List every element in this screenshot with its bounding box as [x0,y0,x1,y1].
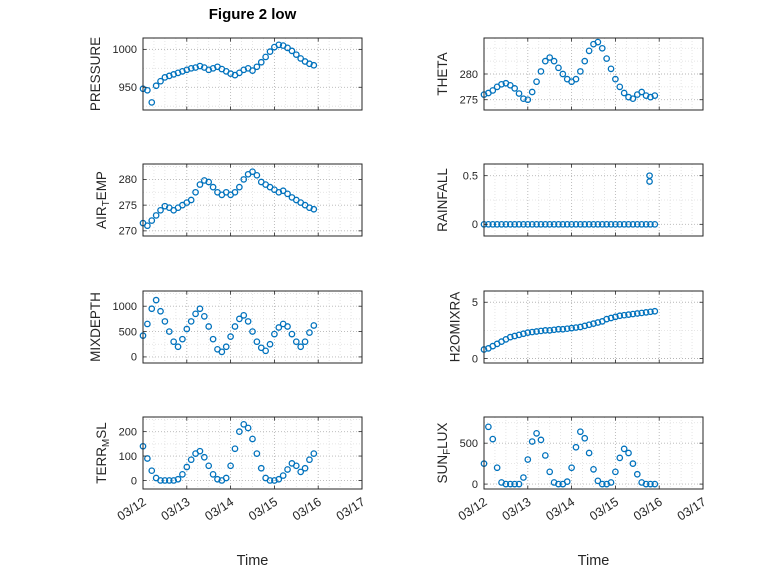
svg-text:03/12: 03/12 [115,495,149,524]
svg-text:03/14: 03/14 [202,495,236,524]
tick-labels: 0 500 1000 [113,301,137,364]
svg-text:5: 5 [472,297,478,309]
svg-text:280: 280 [460,69,478,81]
y-axis-label: THETA [435,52,450,95]
subplot-theta: 275 280 THETA [435,37,704,111]
svg-text:03/16: 03/16 [631,495,665,524]
svg-text:500: 500 [119,326,137,338]
grid [484,38,703,110]
axes-box [483,163,704,237]
subplot-airtemp: 270 275 280 AIRTEMP [94,163,363,238]
svg-text:03/15: 03/15 [246,495,280,524]
data-markers [139,168,318,230]
svg-text:0: 0 [131,352,137,364]
svg-text:950: 950 [119,82,137,94]
y-axis-label: PRESSURE [88,37,103,111]
svg-text:100: 100 [119,451,137,463]
data-markers [139,420,318,484]
axes-box [142,37,363,111]
data-markers [139,296,318,356]
svg-text:03/15: 03/15 [587,495,621,524]
grid [484,417,703,489]
svg-text:500: 500 [460,438,478,450]
tick-labels: 275 280 [460,69,478,107]
svg-text:03/13: 03/13 [159,495,193,524]
y-axis-label: TERRMSL [94,422,112,484]
svg-text:0.5: 0.5 [463,170,478,182]
svg-text:280: 280 [119,174,137,186]
svg-text:0: 0 [472,353,478,365]
svg-text:270: 270 [119,226,137,238]
tick-labels: 00.5 [463,170,478,231]
axes-box [142,416,363,490]
subplot-sunflux: 0 500 03/12 03/13 03/14 03/15 03/16 03/17 SUNFLU… [435,416,709,524]
subplot-terrmsl: 0 100 200 03/12 03/13 03/14 03/15 03/16 03/17 TER… [94,416,368,524]
y-axis-label: AIRTEMP [94,171,112,229]
y-axis-label: MIXDEPTH [88,292,103,362]
subplot-mixdepth: 0 500 1000 MIXDEPTH [88,290,363,364]
svg-text:03/14: 03/14 [543,495,577,524]
grid [143,291,362,363]
data-markers [480,307,659,353]
x-axis-label-left: Time [236,553,269,569]
svg-text:0: 0 [472,219,478,231]
svg-text:275: 275 [119,200,137,212]
figure-title: Figure 2 low [208,6,297,23]
tick-labels: 270 275 280 [119,174,137,237]
data-markers [480,172,659,228]
y-axis-label: RAINFALL [435,168,450,232]
data-markers [480,38,659,104]
axes-box [483,416,704,490]
data-markers [139,41,318,106]
svg-text:03/17: 03/17 [675,495,709,524]
y-axis-label: SUNFLUX [435,423,453,484]
svg-text:0: 0 [131,475,137,487]
svg-text:03/13: 03/13 [500,495,534,524]
axes-box [142,290,363,364]
axes-box [483,37,704,111]
svg-text:03/12: 03/12 [456,495,490,524]
svg-text:1000: 1000 [113,301,137,313]
svg-text:1000: 1000 [113,44,137,56]
svg-text:275: 275 [460,95,478,107]
grid [484,291,703,363]
tick-labels: 950 1000 [113,44,137,94]
grid [143,38,362,110]
axes-box [483,290,704,364]
svg-text:200: 200 [119,426,137,438]
svg-text:03/16: 03/16 [290,495,324,524]
data-markers [480,423,659,488]
y-axis-label: H2OMIXRA [448,292,463,363]
tick-labels: 05 [472,297,478,365]
axes-box [142,163,363,237]
svg-text:0: 0 [472,479,478,491]
x-axis-label-right: Time [577,553,610,569]
subplot-pressure: 950 1000 PRESSURE [88,37,363,111]
svg-text:03/17: 03/17 [334,495,368,524]
